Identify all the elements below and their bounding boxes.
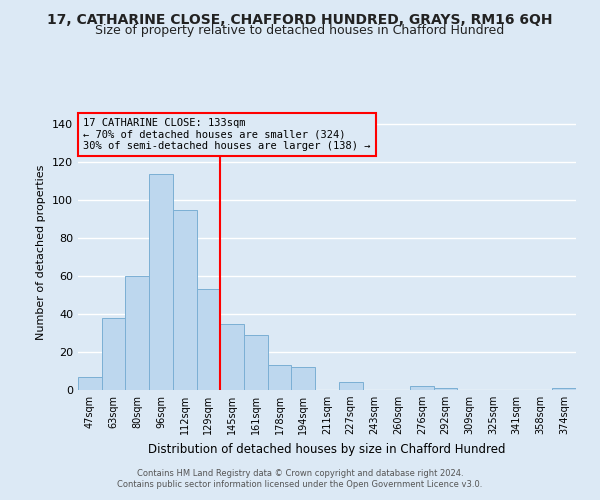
- Bar: [102, 318, 125, 390]
- Bar: [292, 367, 315, 390]
- Bar: [125, 276, 149, 390]
- Bar: [78, 376, 102, 390]
- Text: Contains public sector information licensed under the Open Government Licence v3: Contains public sector information licen…: [118, 480, 482, 489]
- Text: Contains HM Land Registry data © Crown copyright and database right 2024.: Contains HM Land Registry data © Crown c…: [137, 468, 463, 477]
- Bar: [173, 210, 197, 390]
- Bar: [268, 366, 292, 390]
- Text: 17, CATHARINE CLOSE, CHAFFORD HUNDRED, GRAYS, RM16 6QH: 17, CATHARINE CLOSE, CHAFFORD HUNDRED, G…: [47, 12, 553, 26]
- Bar: [244, 335, 268, 390]
- Bar: [149, 174, 173, 390]
- Bar: [339, 382, 362, 390]
- Bar: [197, 290, 220, 390]
- Text: 17 CATHARINE CLOSE: 133sqm
← 70% of detached houses are smaller (324)
30% of sem: 17 CATHARINE CLOSE: 133sqm ← 70% of deta…: [83, 118, 370, 151]
- X-axis label: Distribution of detached houses by size in Chafford Hundred: Distribution of detached houses by size …: [148, 442, 506, 456]
- Bar: [220, 324, 244, 390]
- Bar: [434, 388, 457, 390]
- Y-axis label: Number of detached properties: Number of detached properties: [37, 165, 46, 340]
- Bar: [552, 388, 576, 390]
- Text: Size of property relative to detached houses in Chafford Hundred: Size of property relative to detached ho…: [95, 24, 505, 37]
- Bar: [410, 386, 434, 390]
